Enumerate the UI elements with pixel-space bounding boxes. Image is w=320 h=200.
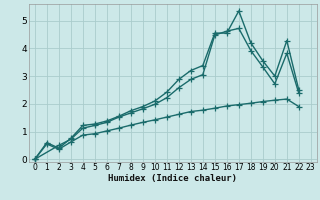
X-axis label: Humidex (Indice chaleur): Humidex (Indice chaleur) [108,174,237,183]
